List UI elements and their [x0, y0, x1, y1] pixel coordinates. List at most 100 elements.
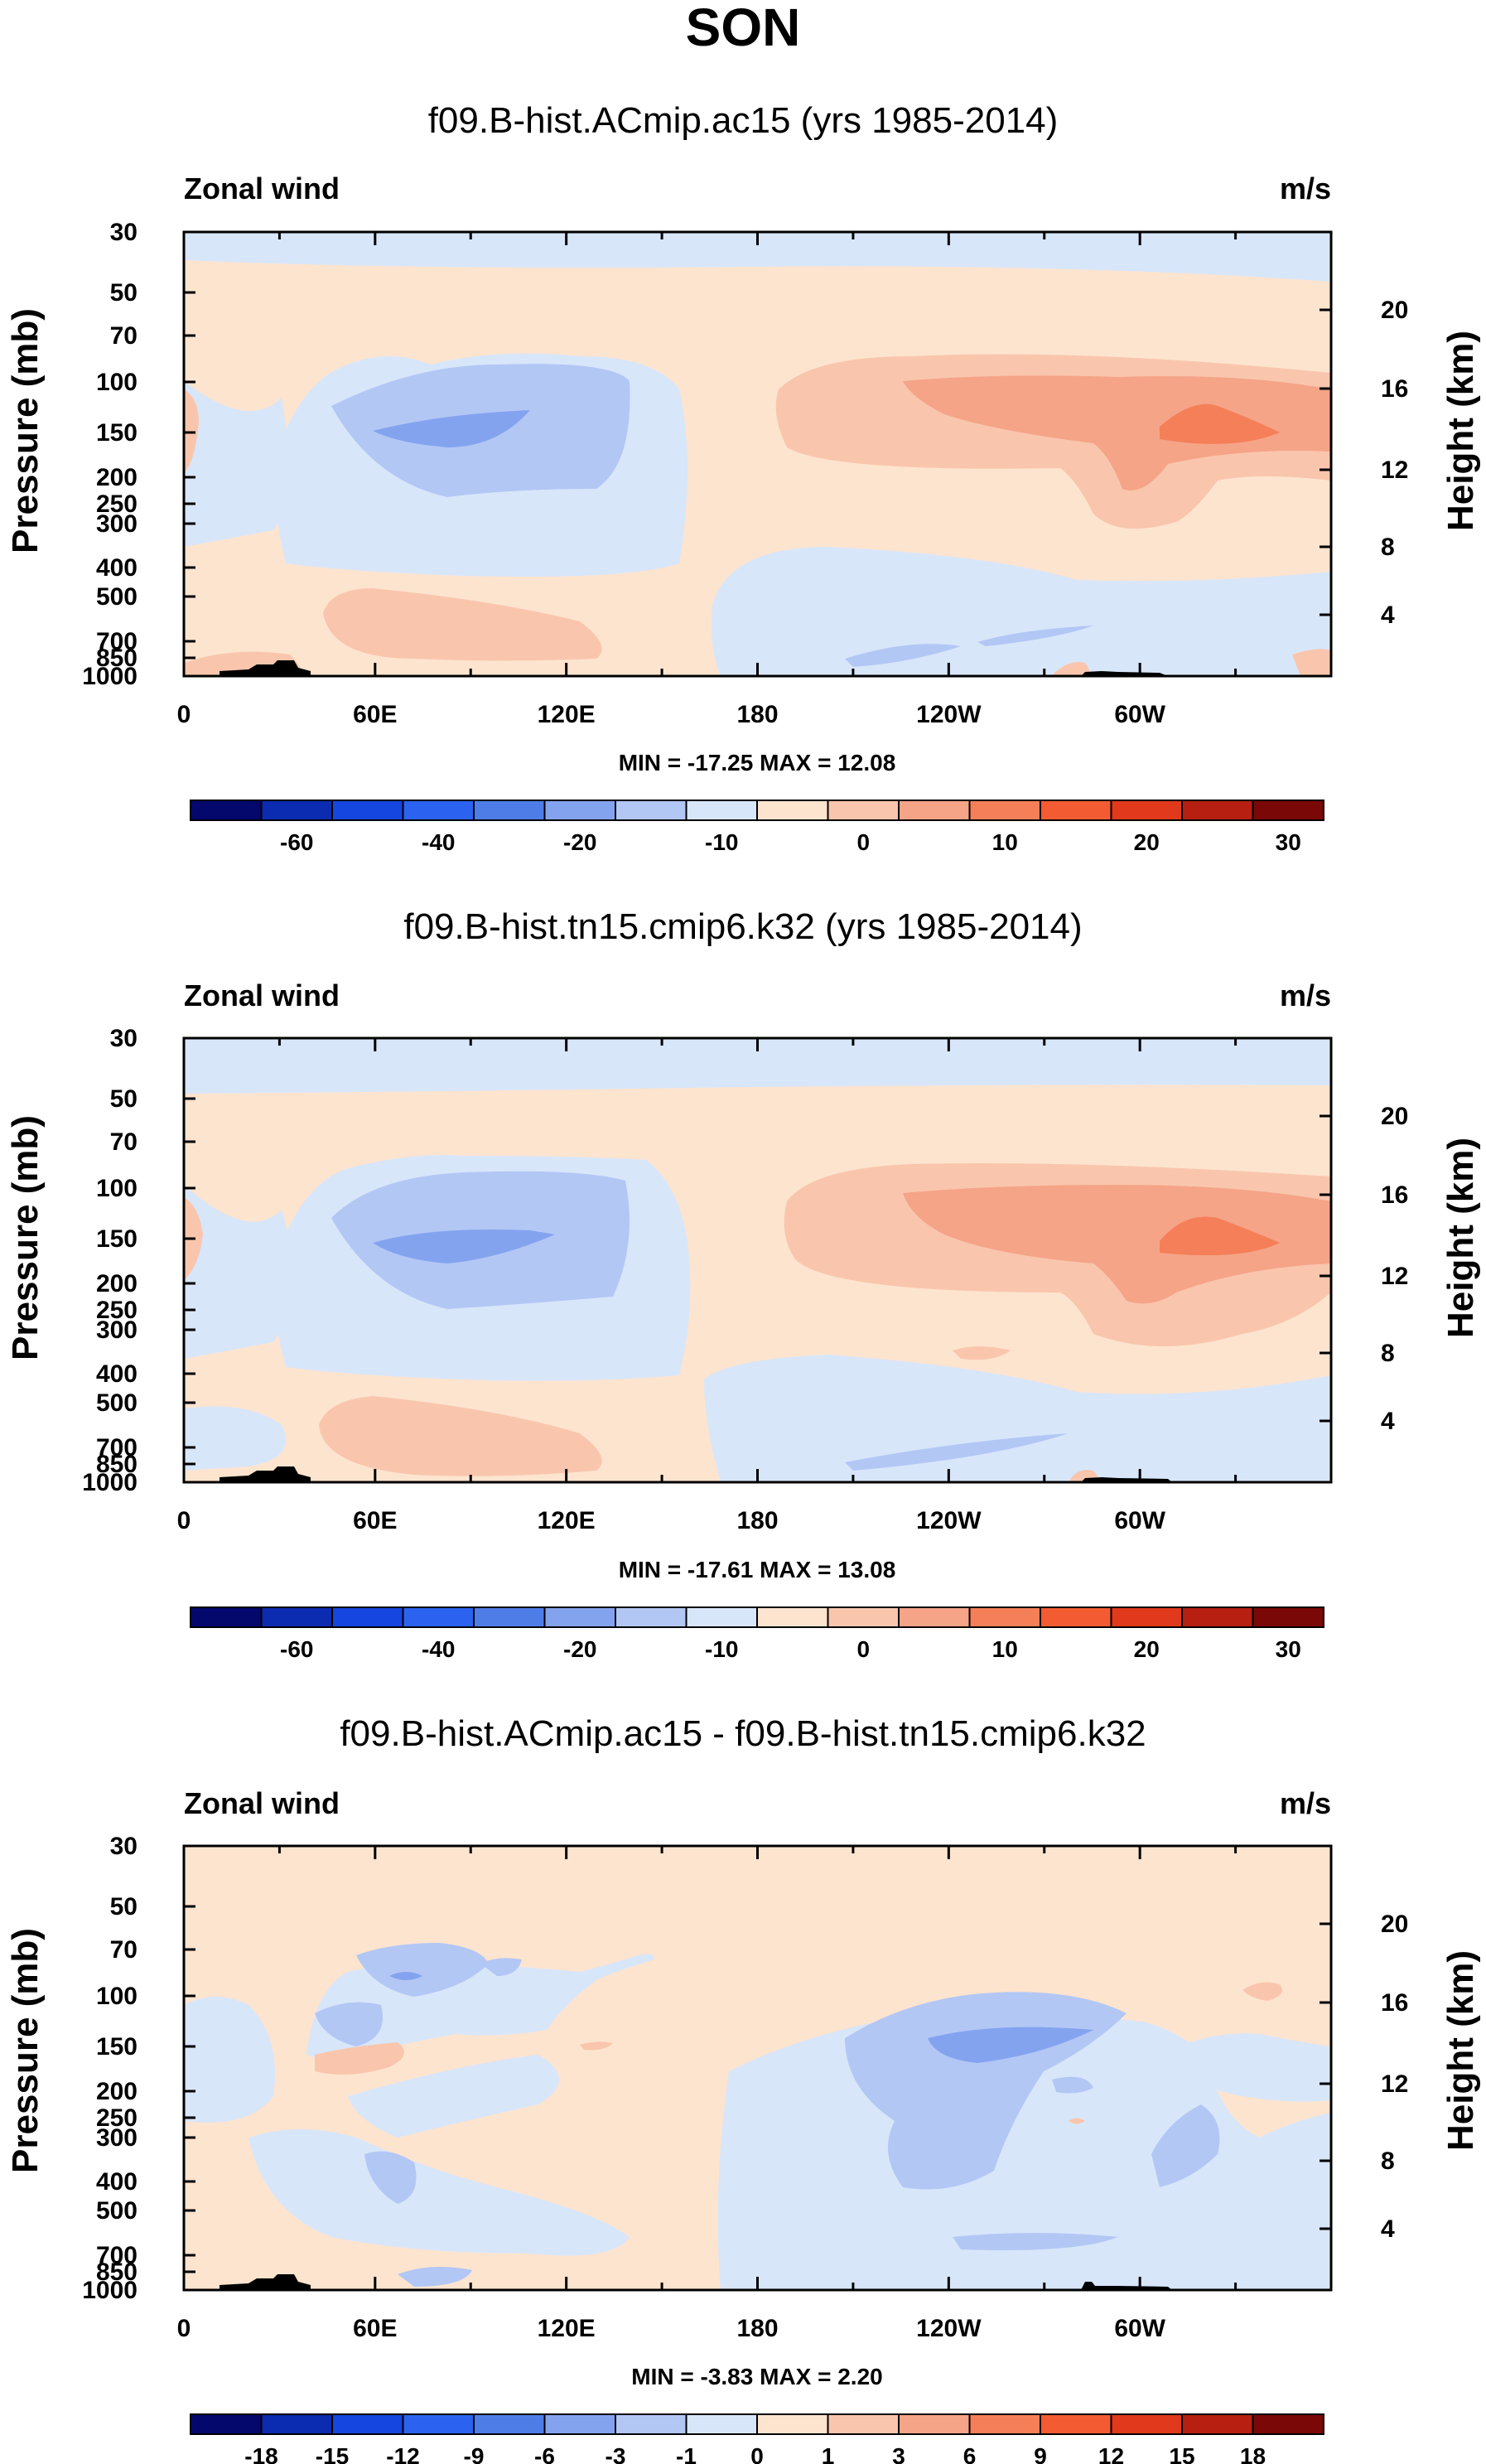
colorbar-box	[685, 2413, 758, 2435]
colorbar-label: -20	[563, 1636, 596, 1662]
colorbar-label: 12	[1098, 2443, 1124, 2464]
y-tick-label: 250	[96, 490, 138, 518]
colorbar-label: -9	[464, 2443, 485, 2464]
colorbar-label: -20	[563, 829, 596, 855]
panel-1-ylabel: Pressure (mb)	[5, 308, 46, 553]
y-tick-label: 70	[110, 322, 138, 350]
y-tick-label: 400	[96, 554, 138, 582]
colorbar-label: -3	[605, 2443, 626, 2464]
colorbar-label: 10	[992, 1636, 1018, 1662]
panel-3-ylabel: Pressure (mb)	[5, 1928, 46, 2173]
colorbar-box	[898, 2413, 971, 2435]
panel-1-left-label: Zonal wind	[184, 172, 340, 205]
colorbar-box	[543, 800, 616, 821]
colorbar-box	[1040, 2413, 1112, 2435]
y-tick-label: 100	[96, 1175, 138, 1202]
y-tick-label: 200	[96, 464, 138, 491]
y-tick-label: 500	[96, 2197, 138, 2225]
x-tick-label: 60W	[1114, 2315, 1165, 2342]
colorbar-box	[473, 800, 546, 821]
panel-3-contour-field	[184, 1846, 1331, 2290]
colorbar-label: 30	[1276, 1636, 1301, 1662]
panel-3-colorbar: -18 -15 -12 -9 -6 -3 -1 0 1 3 6 9 12 15 18	[190, 2413, 1324, 2464]
y-tick-label: 50	[110, 279, 138, 307]
panel-3-left-label: Zonal wind	[184, 1786, 340, 1820]
colorbar-box	[331, 2413, 404, 2435]
colorbar-label: -12	[386, 2443, 419, 2464]
y-tick-label: 250	[96, 1297, 138, 1324]
colorbar-box	[827, 2413, 900, 2435]
colorbar-box	[1181, 1606, 1254, 1628]
colorbar-box	[968, 2413, 1041, 2435]
x-tick-label: 60E	[353, 2315, 397, 2342]
x-tick-label: 0	[177, 1507, 191, 1534]
panel-2-ylabel: Pressure (mb)	[5, 1115, 46, 1360]
x-tick-label: 120E	[538, 2315, 596, 2342]
colorbar-label: 0	[750, 2443, 764, 2464]
panel-2-left-label: Zonal wind	[184, 978, 340, 1012]
y-tick-label: 150	[96, 2033, 138, 2061]
panel-1-units: m/s	[1280, 172, 1331, 205]
y-tick-label: 500	[96, 583, 138, 611]
colorbar-box	[402, 1606, 475, 1628]
panel-3: f09.B-hist.ACmip.ac15 - f09.B-hist.tn15.…	[5, 1713, 1481, 2464]
panel-2-title: f09.B-hist.tn15.cmip6.k32 (yrs 1985-2014…	[403, 906, 1082, 947]
panel-1-contour-field	[184, 232, 1331, 676]
colorbar-box	[190, 2413, 263, 2435]
y-tick-label: 500	[96, 1389, 138, 1417]
panel-1-stats: MIN = -17.25 MAX = 12.08	[619, 750, 896, 775]
colorbar-box	[1252, 1606, 1324, 1628]
x-tick-label: 60E	[353, 701, 397, 728]
colorbar-label: -6	[534, 2443, 555, 2464]
colorbar-label: 15	[1169, 2443, 1194, 2464]
y-tick-label: 850	[96, 2259, 138, 2286]
colorbar-label: 0	[856, 829, 870, 855]
x-tick-label: 120W	[916, 701, 982, 728]
y-tick-label: 100	[96, 369, 138, 396]
colorbar-box	[1040, 800, 1112, 821]
colorbar-label: -15	[316, 2443, 349, 2464]
colorbar-box	[1110, 800, 1183, 821]
panel-2-colorbar: -60 -40 -20 -10 0 10 20 30	[190, 1606, 1324, 1662]
panel-1: f09.B-hist.ACmip.ac15 (yrs 1985-2014) Zo…	[5, 100, 1481, 855]
x-tick-label: 60W	[1114, 701, 1165, 728]
x-tick-label: 0	[177, 701, 191, 728]
colorbar-box	[1181, 2413, 1254, 2435]
colorbar-box	[756, 800, 829, 821]
colorbar-label: 10	[992, 829, 1018, 855]
y-tick-label: 250	[96, 2104, 138, 2132]
y-tick-right-label: 8	[1381, 534, 1395, 561]
colorbar-box	[685, 800, 758, 821]
colorbar-label: 30	[1276, 829, 1301, 855]
colorbar-label: -40	[422, 829, 455, 855]
colorbar-box	[968, 1606, 1041, 1628]
panel-1-title: f09.B-hist.ACmip.ac15 (yrs 1985-2014)	[428, 100, 1059, 141]
panel-2-ylabel-right: Height (km)	[1440, 1138, 1481, 1338]
y-tick-label: 300	[96, 2124, 138, 2152]
y-tick-right-label: 12	[1381, 1263, 1408, 1290]
colorbar-box	[260, 800, 333, 821]
colorbar-label: -40	[422, 1636, 455, 1662]
colorbar-box	[543, 2413, 616, 2435]
y-tick-label: 850	[96, 1451, 138, 1478]
y-tick-label: 150	[96, 419, 138, 447]
colorbar-label: 1	[822, 2443, 835, 2464]
y-tick-label: 400	[96, 1360, 138, 1388]
colorbar-box	[827, 800, 900, 821]
y-tick-label: 30	[110, 1025, 138, 1052]
colorbar-box	[260, 1606, 333, 1628]
y-tick-label: 100	[96, 1983, 138, 2010]
colorbar-label: 0	[856, 1636, 870, 1662]
colorbar-box	[190, 1606, 263, 1628]
colorbar-box	[331, 1606, 404, 1628]
x-tick-label: 120W	[916, 1507, 982, 1534]
panel-2-units: m/s	[1280, 978, 1331, 1012]
y-tick-label: 50	[110, 1085, 138, 1113]
colorbar-box	[1252, 2413, 1324, 2435]
y-tick-label: 1000	[82, 1469, 138, 1496]
y-tick-right-label: 4	[1381, 1408, 1395, 1435]
panel-2-stats: MIN = -17.61 MAX = 13.08	[619, 1557, 896, 1582]
y-tick-right-label: 16	[1381, 1181, 1408, 1209]
colorbar-box	[1110, 1606, 1183, 1628]
colorbar-box	[473, 1606, 546, 1628]
